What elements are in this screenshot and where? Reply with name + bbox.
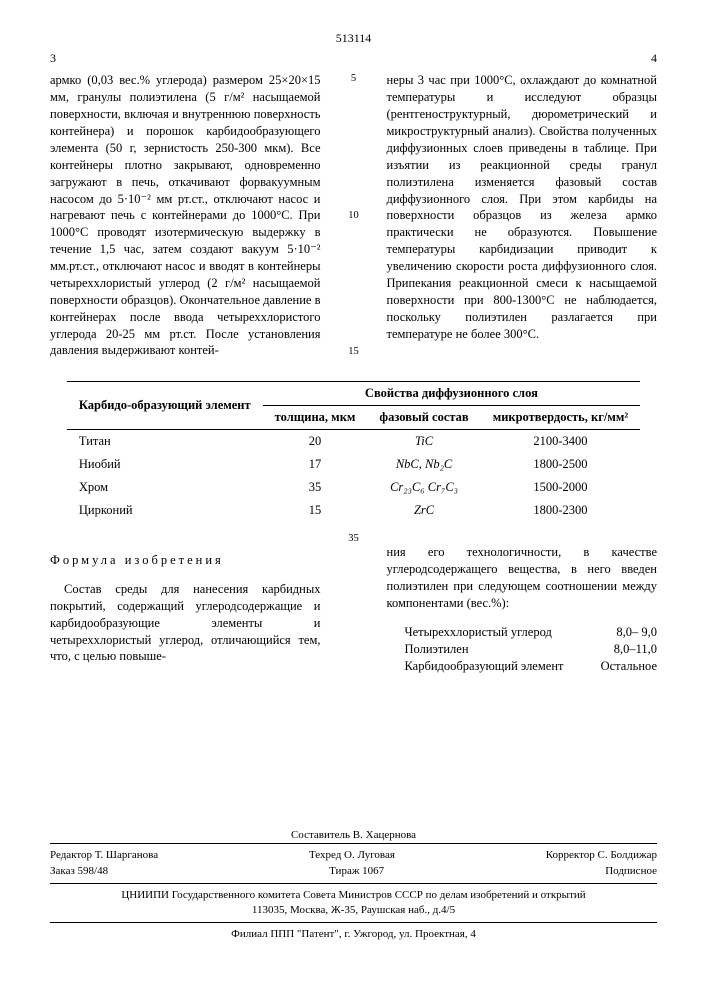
footer-order: Заказ 598/48 [50,864,108,879]
cell-hv: 2100-3400 [481,430,640,453]
properties-table: Карбидо-образующий элемент Свойства дифф… [67,381,640,521]
footer-addr: 113035, Москва, Ж-35, Раушская наб., д.4… [50,903,657,923]
cell-hv: 1800-2500 [481,453,640,476]
table-row: Хром35Cr₂₃C₆ Cr₇C₃1500-2000 [67,476,640,499]
line-num: 5 [347,72,361,86]
comp-val: Остальное [601,658,657,675]
col-right-num: 4 [651,50,657,66]
comp-name: Полиэтилен [405,641,469,658]
footer-org: ЦНИИПИ Государственного комитета Совета … [50,888,657,903]
comp-val: 8,0– 9,0 [616,624,657,641]
col-left-num: 3 [50,50,56,66]
cell-ph: NbC, Nb₂C [367,453,480,476]
footer-editor: Редактор Т. Шарганова [50,848,158,863]
formula-right: ния его технологичности, в качестве угле… [387,532,658,678]
component-row: Карбидообразующий элемент Остальное [387,658,658,675]
comp-val: 8,0–11,0 [614,641,657,658]
th-group: Свойства диффузионного слоя [263,382,640,406]
right-column: неры 3 час при 1000°С, охлаждают до комн… [387,72,658,359]
cell-ph: TiC [367,430,480,453]
footer-corrector: Корректор С. Болдижар [546,848,657,863]
line-numbers: 5 10 15 [347,72,361,359]
line-num: 15 [347,345,361,359]
comp-name: Четыреххлористый углерод [405,624,552,641]
formula-left-text: Состав среды для нанесения карбидных пок… [50,581,321,665]
cell-el: Титан [67,430,263,453]
formula-columns: Формула изобретения Состав среды для нан… [50,532,657,678]
comp-name: Карбидообразующий элемент [405,658,564,675]
cell-ph: Cr₂₃C₆ Cr₇C₃ [367,476,480,499]
formula-right-text: ния его технологичности, в качестве угле… [387,544,658,612]
th-thickness: толщина, мкм [263,406,368,430]
th-phase: фазовый состав [367,406,480,430]
column-numbers: 3 4 [50,50,657,66]
cell-el: Ниобий [67,453,263,476]
cell-th: 35 [263,476,368,499]
footer-credits: Редактор Т. Шарганова Техред О. Луговая … [50,843,657,863]
component-row: Полиэтилен 8,0–11,0 [387,641,658,658]
footer-print: Филиал ППП "Патент", г. Ужгород, ул. Про… [50,923,657,942]
footer-subscript: Подписное [605,864,657,879]
footer-techred: Техред О. Луговая [309,848,395,863]
cell-el: Цирконий [67,499,263,522]
line-num: 35 [347,532,361,546]
cell-hv: 1500-2000 [481,476,640,499]
th-element: Карбидо-образующий элемент [67,382,263,430]
table-row: Ниобий17NbC, Nb₂C1800-2500 [67,453,640,476]
cell-hv: 1800-2300 [481,499,640,522]
formula-linenum: 35 [347,532,361,678]
th-hardness: микротвердость, кг/мм² [481,406,640,430]
formula-title: Формула изобретения [50,552,321,569]
component-row: Четыреххлористый углерод 8,0– 9,0 [387,624,658,641]
footer-compiler: Составитель В. Хацернова [50,828,657,843]
cell-el: Хром [67,476,263,499]
cell-th: 17 [263,453,368,476]
main-columns: армко (0,03 вес.% углерода) размером 25×… [50,72,657,359]
doc-number: 513114 [50,30,657,46]
left-column: армко (0,03 вес.% углерода) размером 25×… [50,72,321,359]
cell-th: 20 [263,430,368,453]
footer-print-info: Заказ 598/48 Тираж 1067 Подписное [50,862,657,884]
cell-ph: ZrC [367,499,480,522]
formula-left: Формула изобретения Состав среды для нан… [50,532,321,678]
table-row: Цирконий15ZrC1800-2300 [67,499,640,522]
footer: Составитель В. Хацернова Редактор Т. Шар… [50,828,657,942]
cell-th: 15 [263,499,368,522]
line-num: 10 [347,209,361,223]
table-row: Титан20TiC2100-3400 [67,430,640,453]
footer-tirazh: Тираж 1067 [329,864,384,879]
